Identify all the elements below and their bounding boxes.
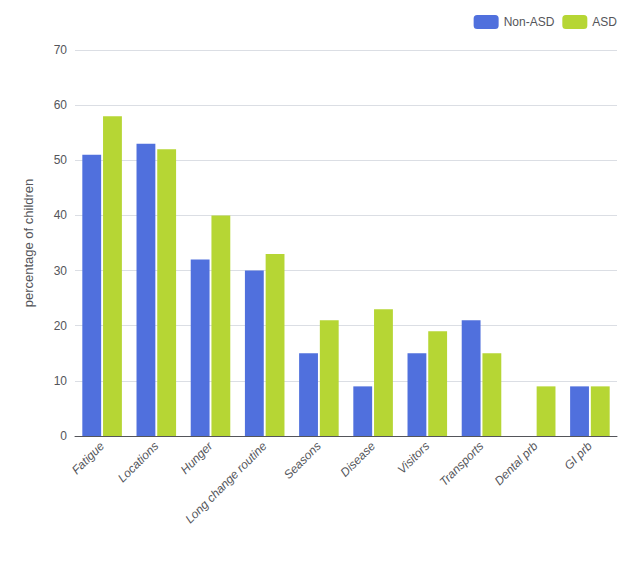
svg-text:Hunger: Hunger xyxy=(178,438,216,476)
svg-text:Transports: Transports xyxy=(437,439,487,489)
svg-text:0: 0 xyxy=(60,429,67,443)
svg-text:Locations: Locations xyxy=(115,439,161,485)
svg-text:Long change routine: Long change routine xyxy=(182,439,269,526)
svg-text:Disease: Disease xyxy=(338,439,379,480)
svg-text:Dental prb: Dental prb xyxy=(492,439,541,488)
svg-text:Non-ASD: Non-ASD xyxy=(504,15,555,29)
svg-text:60: 60 xyxy=(54,98,68,112)
svg-text:30: 30 xyxy=(54,264,68,278)
svg-text:GI prb: GI prb xyxy=(561,439,595,473)
svg-text:percentage of children: percentage of children xyxy=(21,179,36,308)
svg-text:40: 40 xyxy=(54,208,68,222)
svg-text:Seasons: Seasons xyxy=(281,439,324,482)
svg-text:70: 70 xyxy=(54,43,68,57)
svg-text:20: 20 xyxy=(54,319,68,333)
svg-text:Visitors: Visitors xyxy=(395,439,433,477)
svg-text:50: 50 xyxy=(54,153,68,167)
svg-text:10: 10 xyxy=(54,374,68,388)
svg-text:ASD: ASD xyxy=(592,15,617,29)
svg-text:Fatigue: Fatigue xyxy=(69,439,107,477)
